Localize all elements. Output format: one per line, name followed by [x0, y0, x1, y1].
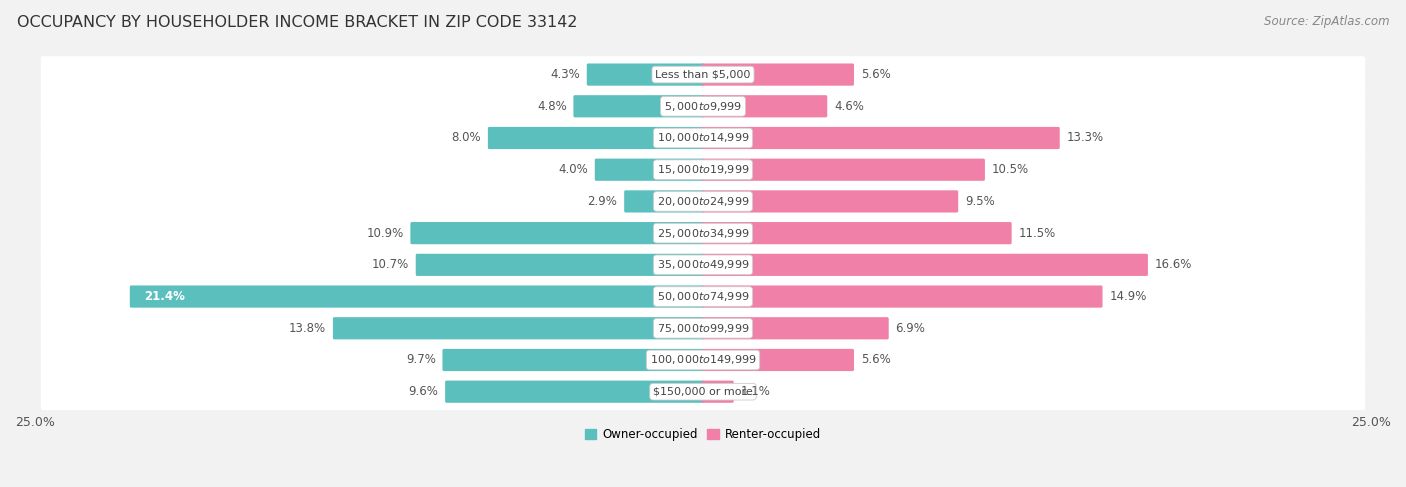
- FancyBboxPatch shape: [574, 95, 704, 117]
- Text: 1.1%: 1.1%: [741, 385, 770, 398]
- FancyBboxPatch shape: [41, 215, 1365, 251]
- FancyBboxPatch shape: [41, 56, 1365, 93]
- Text: $150,000 or more: $150,000 or more: [654, 387, 752, 397]
- FancyBboxPatch shape: [41, 88, 1365, 125]
- FancyBboxPatch shape: [41, 374, 1365, 410]
- FancyBboxPatch shape: [702, 159, 986, 181]
- FancyBboxPatch shape: [702, 381, 734, 403]
- Text: 9.7%: 9.7%: [406, 354, 436, 367]
- Text: Source: ZipAtlas.com: Source: ZipAtlas.com: [1264, 15, 1389, 28]
- Text: $25,000 to $34,999: $25,000 to $34,999: [657, 226, 749, 240]
- FancyBboxPatch shape: [702, 285, 1102, 308]
- Text: 13.8%: 13.8%: [290, 322, 326, 335]
- FancyBboxPatch shape: [702, 95, 827, 117]
- Text: 16.6%: 16.6%: [1154, 258, 1192, 271]
- Text: 4.3%: 4.3%: [550, 68, 581, 81]
- FancyBboxPatch shape: [624, 190, 704, 212]
- FancyBboxPatch shape: [416, 254, 704, 276]
- Text: 5.6%: 5.6%: [860, 68, 890, 81]
- Text: 4.0%: 4.0%: [558, 163, 588, 176]
- FancyBboxPatch shape: [41, 341, 1365, 378]
- Text: $100,000 to $149,999: $100,000 to $149,999: [650, 354, 756, 367]
- FancyBboxPatch shape: [702, 222, 1012, 244]
- Text: 21.4%: 21.4%: [145, 290, 186, 303]
- Text: 14.9%: 14.9%: [1109, 290, 1146, 303]
- FancyBboxPatch shape: [595, 159, 704, 181]
- FancyBboxPatch shape: [446, 381, 704, 403]
- FancyBboxPatch shape: [129, 285, 704, 308]
- FancyBboxPatch shape: [702, 190, 959, 212]
- FancyBboxPatch shape: [702, 63, 853, 86]
- Text: 4.8%: 4.8%: [537, 100, 567, 113]
- Text: OCCUPANCY BY HOUSEHOLDER INCOME BRACKET IN ZIP CODE 33142: OCCUPANCY BY HOUSEHOLDER INCOME BRACKET …: [17, 15, 578, 30]
- FancyBboxPatch shape: [41, 246, 1365, 283]
- Text: 4.6%: 4.6%: [834, 100, 863, 113]
- Text: $5,000 to $9,999: $5,000 to $9,999: [664, 100, 742, 113]
- FancyBboxPatch shape: [41, 120, 1365, 156]
- Text: $50,000 to $74,999: $50,000 to $74,999: [657, 290, 749, 303]
- Text: $15,000 to $19,999: $15,000 to $19,999: [657, 163, 749, 176]
- FancyBboxPatch shape: [41, 278, 1365, 315]
- Text: 10.5%: 10.5%: [991, 163, 1029, 176]
- FancyBboxPatch shape: [411, 222, 704, 244]
- Text: Less than $5,000: Less than $5,000: [655, 70, 751, 79]
- FancyBboxPatch shape: [702, 349, 853, 371]
- FancyBboxPatch shape: [333, 317, 704, 339]
- Text: $35,000 to $49,999: $35,000 to $49,999: [657, 258, 749, 271]
- Text: $20,000 to $24,999: $20,000 to $24,999: [657, 195, 749, 208]
- FancyBboxPatch shape: [41, 183, 1365, 220]
- Text: 9.5%: 9.5%: [965, 195, 994, 208]
- FancyBboxPatch shape: [488, 127, 704, 149]
- Text: 11.5%: 11.5%: [1018, 226, 1056, 240]
- Text: 5.6%: 5.6%: [860, 354, 890, 367]
- Legend: Owner-occupied, Renter-occupied: Owner-occupied, Renter-occupied: [579, 423, 827, 446]
- FancyBboxPatch shape: [586, 63, 704, 86]
- FancyBboxPatch shape: [702, 317, 889, 339]
- FancyBboxPatch shape: [41, 151, 1365, 188]
- Text: $75,000 to $99,999: $75,000 to $99,999: [657, 322, 749, 335]
- Text: 13.3%: 13.3%: [1066, 131, 1104, 145]
- FancyBboxPatch shape: [41, 310, 1365, 347]
- FancyBboxPatch shape: [443, 349, 704, 371]
- Text: 9.6%: 9.6%: [409, 385, 439, 398]
- Text: 10.7%: 10.7%: [371, 258, 409, 271]
- FancyBboxPatch shape: [702, 127, 1060, 149]
- Text: 2.9%: 2.9%: [588, 195, 617, 208]
- Text: 10.9%: 10.9%: [367, 226, 404, 240]
- FancyBboxPatch shape: [702, 254, 1147, 276]
- Text: 8.0%: 8.0%: [451, 131, 481, 145]
- Text: 6.9%: 6.9%: [896, 322, 925, 335]
- Text: $10,000 to $14,999: $10,000 to $14,999: [657, 131, 749, 145]
